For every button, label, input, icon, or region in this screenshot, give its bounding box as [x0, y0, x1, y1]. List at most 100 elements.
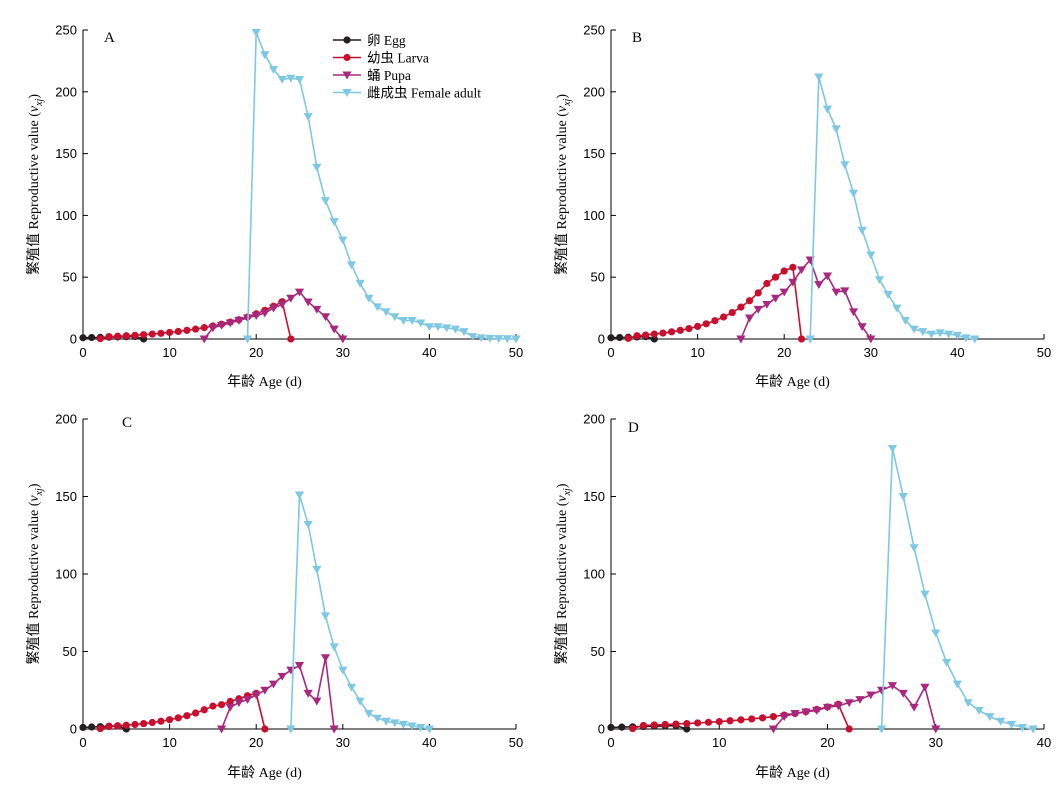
- data-point: [242, 696, 253, 704]
- data-point: [390, 313, 400, 322]
- y-tick-label: 200: [55, 84, 77, 99]
- legend-marker: [342, 71, 352, 80]
- data-point: [883, 291, 893, 299]
- x-tick-label: 50: [509, 735, 523, 750]
- data-point: [346, 683, 357, 692]
- data-point: [364, 710, 374, 718]
- data-point: [920, 683, 930, 692]
- data-point: [122, 332, 130, 340]
- data-point: [372, 714, 383, 723]
- y-tick-label: 50: [591, 644, 605, 659]
- data-point: [898, 689, 908, 698]
- data-point: [857, 226, 867, 235]
- data-point: [874, 276, 885, 285]
- data-point: [790, 710, 800, 718]
- data-point: [286, 74, 296, 83]
- data-point: [381, 717, 391, 726]
- data-point: [131, 720, 139, 729]
- data-point: [217, 701, 226, 709]
- data-point: [753, 305, 763, 314]
- data-point: [320, 612, 331, 621]
- series-line: [290, 494, 430, 730]
- series-larva: [96, 689, 269, 733]
- legend-marker: [342, 89, 352, 97]
- panel-label: D: [628, 420, 639, 436]
- x-tick-label: 0: [79, 735, 86, 750]
- data-point: [935, 329, 945, 338]
- panel-a: 0 10 20 30 40 50 0 50 100 150 200 250 年龄 Age (d) 繁殖值 …: [25, 23, 523, 391]
- series-line: [772, 684, 937, 730]
- data-point: [796, 266, 807, 275]
- data-point: [242, 335, 253, 344]
- x-tick-label: 20: [820, 735, 834, 750]
- data-point: [822, 272, 833, 281]
- data-point: [650, 721, 658, 729]
- series-pupa: [768, 682, 941, 734]
- data-point: [277, 672, 287, 681]
- x-tick-label: 10: [162, 735, 176, 750]
- data-point: [320, 197, 331, 205]
- data-point: [329, 725, 339, 734]
- series-pupa: [199, 288, 348, 344]
- data-point: [866, 691, 876, 700]
- data-point: [877, 725, 887, 734]
- data-point: [174, 714, 182, 722]
- data-point: [985, 713, 995, 721]
- data-point: [312, 565, 322, 574]
- data-point: [88, 723, 96, 731]
- data-point: [303, 689, 313, 698]
- data-point: [844, 699, 854, 708]
- series-pupa: [216, 654, 339, 734]
- data-point: [183, 712, 191, 720]
- data-point: [672, 720, 680, 728]
- data-point: [970, 335, 980, 344]
- data-point: [303, 520, 313, 529]
- legend-marker: [343, 36, 351, 44]
- data-point: [96, 724, 104, 733]
- y-tick-label: 0: [598, 722, 605, 737]
- data-point: [433, 323, 443, 332]
- data-point: [788, 278, 798, 287]
- data-point: [260, 686, 270, 695]
- data-point: [770, 294, 781, 303]
- y-axis-label: 繁殖值 Reproductive value (vxj): [553, 483, 573, 664]
- data-point: [822, 703, 833, 712]
- data-point: [424, 323, 434, 332]
- data-point: [88, 333, 96, 342]
- data-point: [763, 279, 771, 288]
- x-axis-label: 年龄 Age (d): [227, 765, 302, 781]
- data-point: [694, 719, 702, 727]
- data-point: [364, 294, 374, 303]
- series-line: [220, 657, 335, 730]
- data-point: [963, 699, 973, 708]
- data-point: [961, 334, 971, 343]
- data-point: [303, 113, 313, 121]
- data-point: [294, 75, 305, 84]
- data-point: [511, 335, 521, 344]
- data-point: [208, 324, 218, 333]
- data-point: [312, 305, 322, 314]
- data-point: [726, 717, 734, 725]
- data-point: [191, 325, 200, 333]
- x-tick-label: 30: [864, 345, 878, 360]
- data-point: [234, 699, 244, 708]
- data-point: [607, 334, 615, 342]
- x-tick-label: 50: [509, 345, 523, 360]
- data-point: [941, 658, 952, 667]
- data-point: [702, 320, 710, 328]
- data-point: [711, 317, 719, 325]
- x-tick-label: 20: [249, 735, 263, 750]
- data-point: [848, 308, 859, 317]
- panel-label: C: [122, 415, 132, 431]
- y-tick-label: 0: [598, 332, 605, 347]
- data-point: [398, 317, 409, 325]
- data-point: [329, 325, 339, 334]
- data-point: [251, 691, 261, 700]
- data-point: [909, 544, 919, 553]
- data-point: [286, 294, 296, 303]
- y-axis-label: 繁殖值 Reproductive value (vxj): [553, 94, 573, 275]
- series-adult: [286, 491, 434, 734]
- y-tick-label: 200: [583, 412, 605, 427]
- data-point: [338, 335, 348, 344]
- data-point: [996, 717, 1006, 726]
